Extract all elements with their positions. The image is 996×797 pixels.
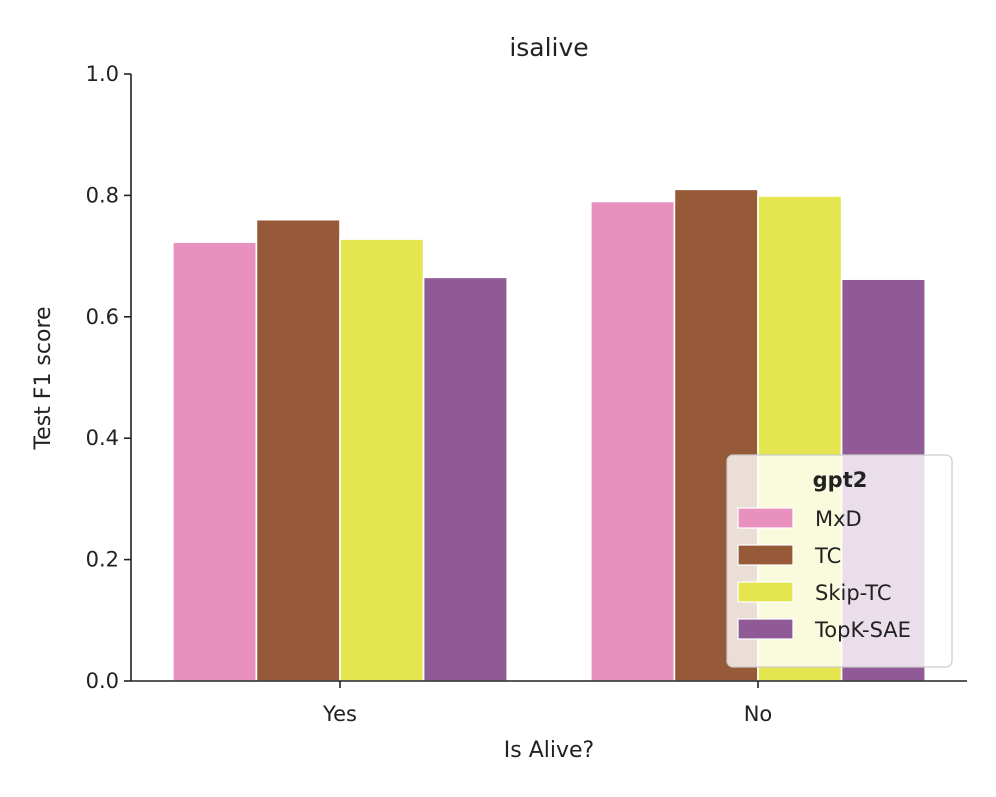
y-tick-label: 0.6 xyxy=(86,305,119,329)
y-tick-label: 0.4 xyxy=(86,426,119,450)
legend-swatch-topk-sae xyxy=(737,618,794,640)
legend-swatch-mxd xyxy=(737,507,794,529)
x-axis-ticks: Yes No xyxy=(322,681,772,726)
legend: gpt2 MxD TC Skip-TC TopK-SAE xyxy=(726,454,953,668)
chart-title: isalive xyxy=(509,33,588,62)
bar-mxd-yes xyxy=(172,241,258,682)
x-axis-label: Is Alive? xyxy=(504,738,594,763)
y-tick-label: 0.2 xyxy=(86,548,119,572)
legend-label-mxd: MxD xyxy=(815,507,862,531)
bar-topk-sae-yes xyxy=(422,276,509,682)
legend-items: MxD TC Skip-TC TopK-SAE xyxy=(737,507,911,642)
x-tick-label: Yes xyxy=(322,702,357,726)
x-tick-label: No xyxy=(744,702,773,726)
bar-mxd-no xyxy=(589,200,676,682)
bar-tc-yes xyxy=(255,218,341,682)
y-tick-label: 0.8 xyxy=(86,183,119,207)
legend-swatch-tc xyxy=(737,544,794,566)
legend-title: gpt2 xyxy=(813,468,868,492)
y-tick-label: 1.0 xyxy=(86,62,119,86)
legend-label-skip-tc: Skip-TC xyxy=(815,581,892,605)
y-tick-label: 0.0 xyxy=(86,669,119,693)
legend-label-tc: TC xyxy=(814,544,841,568)
y-axis-ticks: 0.0 0.2 0.4 0.6 0.8 1.0 xyxy=(86,62,131,693)
legend-label-topk-sae: TopK-SAE xyxy=(814,618,911,642)
legend-swatch-skip-tc xyxy=(737,581,794,603)
y-axis-label: Test F1 score xyxy=(31,306,56,450)
bar-skip-tc-yes xyxy=(339,238,425,682)
